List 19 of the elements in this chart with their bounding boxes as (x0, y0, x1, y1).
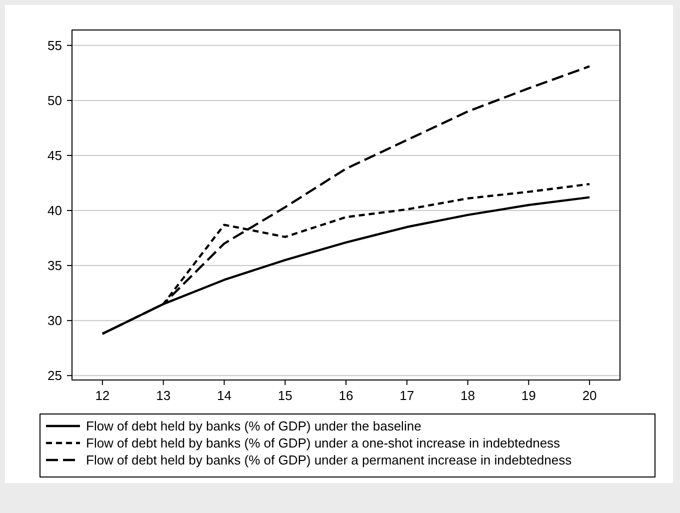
x-tick-label: 14 (216, 388, 232, 403)
y-tick-label: 50 (48, 92, 62, 108)
x-tick-label: 20 (582, 388, 597, 403)
x-tick-label: 15 (278, 388, 292, 403)
x-tick-label: 17 (400, 388, 414, 403)
x-tick-label: 16 (338, 388, 354, 403)
x-tick-label: 18 (460, 388, 476, 403)
y-tick-label: 45 (48, 148, 62, 164)
legend-label: Flow of debt held by banks (% of GDP) under a permanent increase in indebtedness (86, 452, 572, 468)
y-tick-label: 25 (48, 368, 62, 384)
y-tick-label: 55 (48, 38, 62, 53)
legend-label: Flow of debt held by banks (% of GDP) under a one-shot increase in indebtedness (86, 436, 561, 451)
x-tick-label: 19 (521, 388, 536, 403)
y-tick-label: 40 (48, 203, 62, 218)
y-tick-label: 35 (48, 258, 62, 274)
x-tick-label: 12 (95, 388, 110, 403)
x-tick-label: 13 (156, 388, 171, 403)
y-tick-label: 30 (48, 313, 62, 328)
legend-label: Flow of debt held by banks (% of GDP) under the baseline (86, 418, 422, 434)
